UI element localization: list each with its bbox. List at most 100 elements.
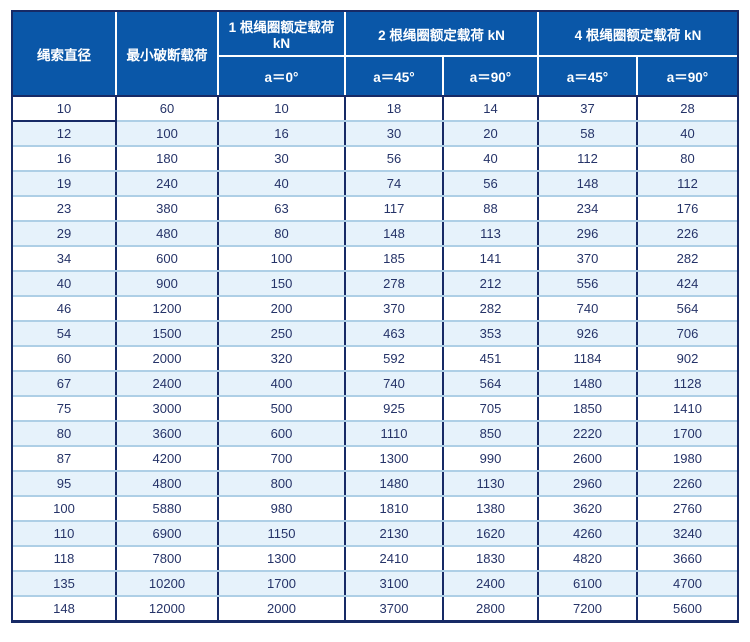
table-cell: 63: [218, 196, 346, 222]
table-cell: 282: [637, 246, 737, 272]
table-row: 16 180 30 56 40 112 80: [13, 146, 737, 172]
table-cell: 463: [345, 321, 444, 347]
table-row: 29 480 80 148 113 296 226: [13, 221, 737, 247]
table-row: 135 10200 1700 3100 2400 6100 4700: [13, 571, 737, 597]
table-cell: 18: [345, 96, 444, 122]
table-cell: 282: [443, 296, 539, 322]
table-cell: 30: [218, 146, 346, 172]
table-row: 46 1200 200 370 282 740 564: [13, 296, 737, 322]
table-cell: 500: [218, 396, 346, 422]
header-group-2-loop: 2 根绳圈额定载荷 kN: [345, 12, 539, 57]
table-cell: 16: [218, 121, 346, 147]
table-cell: 424: [637, 271, 737, 297]
table-cell: 296: [538, 221, 638, 247]
table-cell: 1850: [538, 396, 638, 422]
table-row: 87 4200 700 1300 990 2600 1980: [13, 446, 737, 472]
table-cell: 1130: [443, 471, 539, 497]
table-cell: 1184: [538, 346, 638, 372]
header-angle-4loop-90deg: a＝90°: [637, 56, 737, 97]
table-row: 118 7800 1300 2410 1830 4820 3660: [13, 546, 737, 572]
table-cell: 14: [443, 96, 539, 122]
table-cell: 1500: [116, 321, 219, 347]
table-cell: 1150: [218, 521, 346, 547]
table-cell: 980: [218, 496, 346, 522]
table-cell: 29: [13, 221, 117, 247]
table-cell: 706: [637, 321, 737, 347]
table-cell: 925: [345, 396, 444, 422]
header-group-row: 绳索直径 最小破断载荷 1 根绳圈额定载荷 kN 2 根绳圈额定载荷 kN 4 …: [13, 12, 737, 97]
table-cell: 1110: [345, 421, 444, 447]
table-cell: 200: [218, 296, 346, 322]
table-cell: 80: [218, 221, 346, 247]
table-cell: 6900: [116, 521, 219, 547]
table-cell: 800: [218, 471, 346, 497]
table-cell: 112: [538, 146, 638, 172]
table-row: 95 4800 800 1480 1130 2960 2260: [13, 471, 737, 497]
table-row: 148 12000 2000 3700 2800 7200 5600: [13, 596, 737, 620]
table-cell: 118: [13, 546, 117, 572]
table-cell: 2400: [116, 371, 219, 397]
table-cell: 60: [116, 96, 219, 122]
table-cell: 56: [345, 146, 444, 172]
header-angle-row: a＝0° a＝45° a＝90° a＝45° a＝90°: [13, 56, 737, 97]
table-cell: 740: [538, 296, 638, 322]
table-cell: 1200: [116, 296, 219, 322]
table-cell: 1128: [637, 371, 737, 397]
table-cell: 112: [637, 171, 737, 197]
table-cell: 10: [13, 96, 117, 122]
table-cell: 2800: [443, 596, 539, 620]
table-row: 10 60 10 18 14 37 28: [13, 96, 737, 122]
table-cell: 2600: [538, 446, 638, 472]
table-cell: 80: [13, 421, 117, 447]
table-cell: 80: [637, 146, 737, 172]
table-cell: 1700: [637, 421, 737, 447]
table-row: 80 3600 600 1110 850 2220 1700: [13, 421, 737, 447]
table-cell: 1480: [538, 371, 638, 397]
table-cell: 212: [443, 271, 539, 297]
table-cell: 5880: [116, 496, 219, 522]
table-cell: 353: [443, 321, 539, 347]
rope-load-table-frame: 绳索直径 最小破断载荷 1 根绳圈额定载荷 kN 2 根绳圈额定载荷 kN 4 …: [11, 10, 739, 623]
table-cell: 100: [13, 496, 117, 522]
table-row: 34 600 100 185 141 370 282: [13, 246, 737, 272]
table-cell: 100: [116, 121, 219, 147]
table-cell: 2000: [218, 596, 346, 620]
header-group-1-loop: 1 根绳圈额定载荷 kN: [218, 12, 346, 57]
table-cell: 12: [13, 121, 117, 147]
table-cell: 1620: [443, 521, 539, 547]
table-cell: 1410: [637, 396, 737, 422]
table-row: 23 380 63 117 88 234 176: [13, 196, 737, 222]
table-cell: 148: [345, 221, 444, 247]
table-cell: 1300: [218, 546, 346, 572]
rope-load-rating-table: 绳索直径 最小破断载荷 1 根绳圈额定载荷 kN 2 根绳圈额定载荷 kN 4 …: [13, 12, 737, 620]
header-min-breaking-load: 最小破断载荷: [116, 12, 219, 97]
table-row: 67 2400 400 740 564 1480 1128: [13, 371, 737, 397]
table-cell: 3000: [116, 396, 219, 422]
table-cell: 117: [345, 196, 444, 222]
table-cell: 10: [218, 96, 346, 122]
table-cell: 900: [116, 271, 219, 297]
table-cell: 10200: [116, 571, 219, 597]
table-cell: 1700: [218, 571, 346, 597]
table-cell: 75: [13, 396, 117, 422]
table-cell: 850: [443, 421, 539, 447]
table-cell: 19: [13, 171, 117, 197]
header-group-4-loop: 4 根绳圈额定载荷 kN: [538, 12, 737, 57]
table-cell: 3700: [345, 596, 444, 620]
table-cell: 46: [13, 296, 117, 322]
table-cell: 7200: [538, 596, 638, 620]
table-cell: 380: [116, 196, 219, 222]
table-cell: 1980: [637, 446, 737, 472]
table-cell: 564: [637, 296, 737, 322]
table-cell: 926: [538, 321, 638, 347]
table-cell: 4820: [538, 546, 638, 572]
table-cell: 113: [443, 221, 539, 247]
table-cell: 180: [116, 146, 219, 172]
table-cell: 1830: [443, 546, 539, 572]
table-cell: 12000: [116, 596, 219, 620]
table-row: 100 5880 980 1810 1380 3620 2760: [13, 496, 737, 522]
table-cell: 60: [13, 346, 117, 372]
table-cell: 240: [116, 171, 219, 197]
table-cell: 226: [637, 221, 737, 247]
